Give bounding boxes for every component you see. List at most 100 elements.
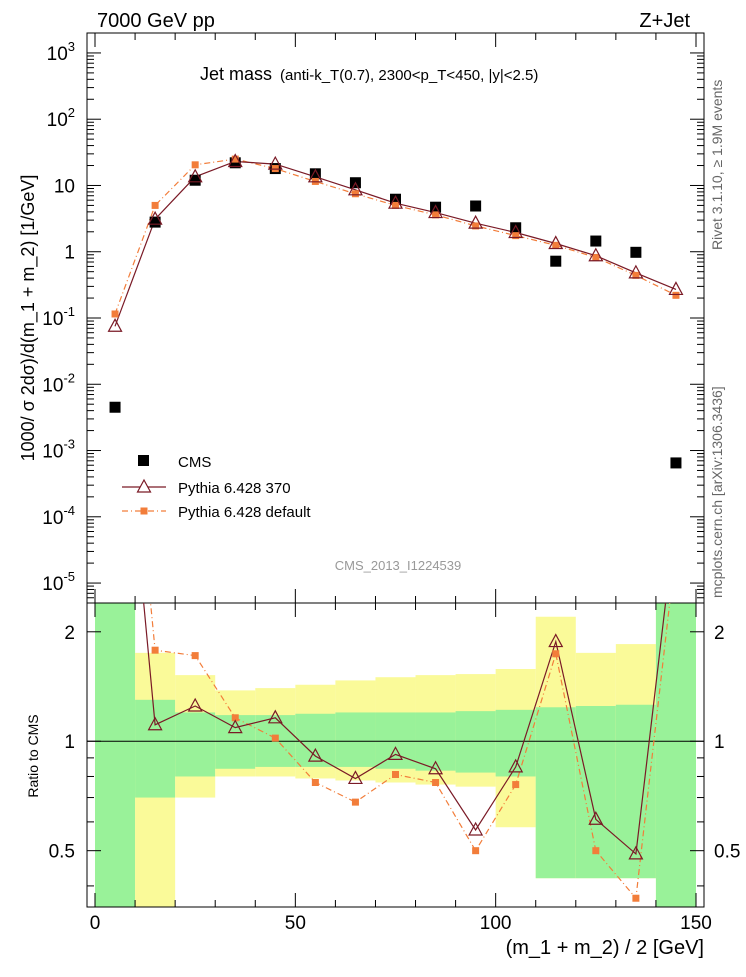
pdef-point <box>552 241 560 249</box>
legend-marker-pdef <box>140 507 148 515</box>
main-y-tick-label: 102 <box>47 105 75 131</box>
ratio-band-inner <box>95 603 136 907</box>
header-right: Z+Jet <box>639 10 690 32</box>
p370-point <box>347 181 363 196</box>
ratio-pdef-point <box>632 894 640 902</box>
ratio-band-inner <box>375 712 416 769</box>
main-y-axis: 10-5 10-4 10-3 10-2 10-1 1 10 102 103 <box>42 32 704 599</box>
pdef-point <box>231 155 239 163</box>
p370-point <box>267 155 283 170</box>
main-y-label: 1000/ σ 2dσ)/d(m_1 + m_2) [1/GeV] <box>18 175 39 462</box>
pdef-point <box>672 291 680 299</box>
ratio-pdef-point <box>351 798 359 806</box>
legend-marker-cms <box>138 455 149 466</box>
ratio-band-inner <box>335 712 376 767</box>
pdef-point <box>632 271 640 279</box>
x-tick-label: 50 <box>285 913 306 934</box>
legend-label-pdef: Pythia 6.428 default <box>178 504 311 521</box>
rivet-version-text: Rivet 3.1.10, ≥ 1.9M events <box>709 80 725 250</box>
cms-point <box>470 200 482 212</box>
main-y-tick-label: 103 <box>47 39 75 65</box>
pdef-point <box>512 232 520 240</box>
ratio-y-axis: 0.5 0.5 1 1 2 2 <box>49 623 740 887</box>
p370-point <box>668 281 684 296</box>
ratio-p370-point <box>227 719 243 734</box>
main-series <box>107 153 684 469</box>
ratio-p370-point <box>428 760 444 775</box>
legend-marker-p370 <box>136 478 152 493</box>
main-y-tick-label: 1 <box>64 243 75 264</box>
ratio-pdef-point <box>271 734 279 742</box>
p370-point <box>468 214 484 229</box>
ratio-p370-point <box>548 633 564 648</box>
ratio-band-inner <box>655 603 696 907</box>
ratio-p370-point <box>628 845 644 860</box>
cms-point <box>510 222 522 234</box>
pdef-point <box>111 310 119 318</box>
ratio-p370-point <box>147 716 163 731</box>
cms-point <box>390 193 401 205</box>
pdef-point <box>592 253 600 261</box>
ratio-series <box>143 508 682 902</box>
x-tick-label: 100 <box>480 913 512 934</box>
pdef-point <box>392 201 399 209</box>
ratio-pdef-point <box>552 650 560 658</box>
x-tick-label: 0 <box>90 913 101 934</box>
ratio-band-inner <box>295 713 336 767</box>
ratio-p370-point <box>588 811 604 825</box>
ratio-band-inner <box>535 707 576 879</box>
ratio-y-tick-label-left: 2 <box>64 623 75 644</box>
ratio-p370-point <box>347 770 363 785</box>
ratio-y-tick-label-right: 2 <box>714 623 725 644</box>
ratio-p370-point <box>267 709 283 724</box>
plot-title-main: Jet mass <box>200 64 272 84</box>
main-y-tick-label: 10-4 <box>42 503 75 529</box>
ratio-y-tick-label-right: 1 <box>714 732 725 753</box>
cms-point <box>309 168 321 180</box>
legend-label-cms: CMS <box>178 454 211 471</box>
ratio-p370-point <box>307 747 323 762</box>
cms-point <box>189 174 201 186</box>
cms-point <box>149 216 161 228</box>
pdef-point <box>472 222 480 230</box>
p370-point <box>428 204 444 219</box>
main-y-tick-label: 10-3 <box>42 437 75 463</box>
ratio-p370-point <box>508 758 524 773</box>
ratio-band-inner <box>455 711 496 773</box>
ratio-pdef-point <box>592 847 600 855</box>
plot-title-sub: (anti-k_T(0.7), 2300<p_T<450, |y|<2.5) <box>280 67 538 84</box>
pdef-point <box>432 211 440 219</box>
x-label: (m_1 + m_2) / 2 [GeV] <box>506 937 704 959</box>
p370-point <box>628 264 644 279</box>
ratio-pdef-point <box>392 771 399 779</box>
ratio-p370-point <box>387 746 404 761</box>
cms-point <box>630 246 642 258</box>
p370-point <box>588 247 604 262</box>
ratio-band-inner <box>135 699 176 798</box>
main-y-tick-label: 10-1 <box>42 304 75 330</box>
cms-point <box>550 255 562 267</box>
ratio-panel-frame <box>86 602 705 908</box>
x-axis: 0 50 100 150 <box>90 33 712 934</box>
p370-point <box>227 153 243 168</box>
p370-point <box>548 235 564 250</box>
ratio-p370-point <box>468 821 484 836</box>
cms-point <box>590 235 602 247</box>
header-left: 7000 GeV pp <box>97 10 215 32</box>
p370-point <box>147 210 163 225</box>
analysis-watermark: CMS_2013_I1224539 <box>335 558 462 573</box>
p370-point <box>508 224 524 239</box>
pdef-point <box>351 190 359 198</box>
ratio-pdef-point <box>432 779 440 787</box>
cms-point <box>109 401 121 413</box>
ratio-pdef-point <box>231 714 239 722</box>
ratio-line-p370 <box>143 603 667 856</box>
pdef-point <box>191 161 199 169</box>
ratio-p370-point <box>187 697 203 712</box>
x-tick-label: 150 <box>680 913 712 934</box>
ratio-band-inner <box>175 712 216 777</box>
plot-title: Jet mass (anti-k_T(0.7), 2300<p_T<450, |y… <box>200 64 538 84</box>
ratio-y-tick-label-left: 1 <box>64 732 75 753</box>
ratio-p370-point <box>669 508 682 520</box>
